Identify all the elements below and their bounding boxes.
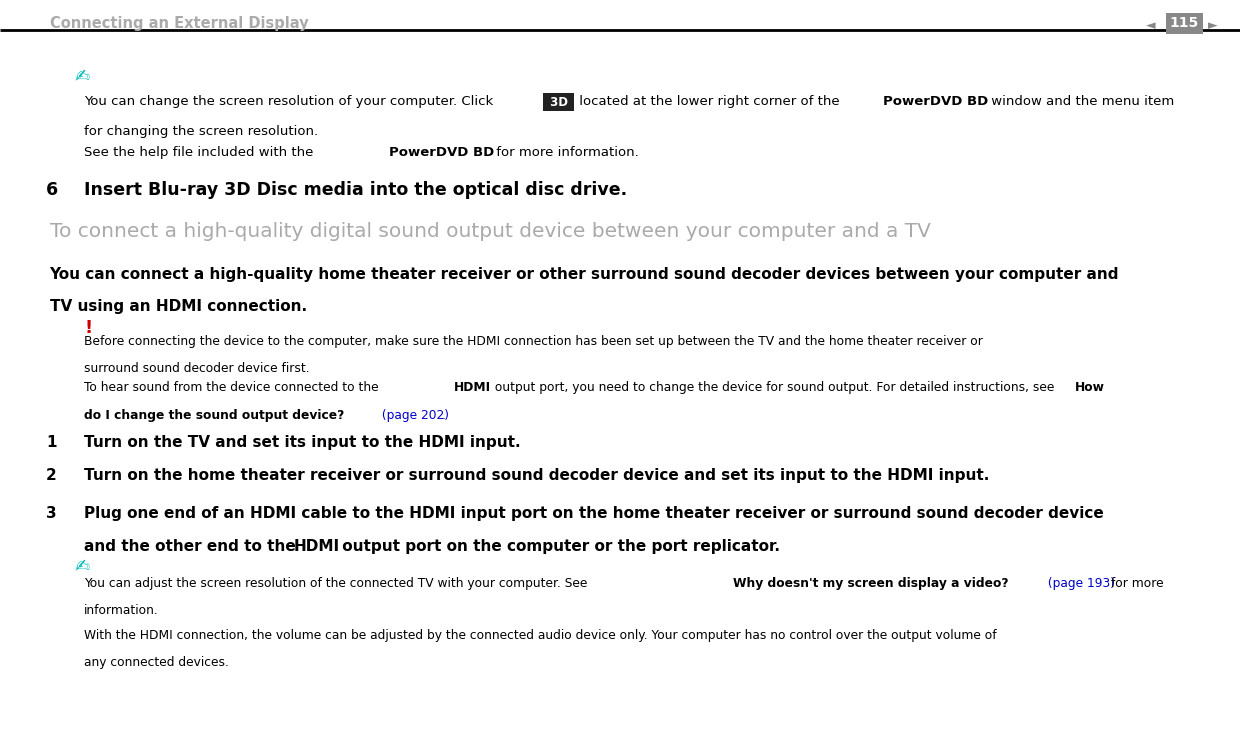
Text: (page 193): (page 193) (1044, 577, 1115, 589)
Text: window and the menu item: window and the menu item (987, 95, 1174, 108)
Text: Connecting an External Display: Connecting an External Display (50, 16, 309, 31)
Text: 2: 2 (46, 468, 57, 483)
Text: How: How (1075, 381, 1105, 394)
Text: ◄: ◄ (1146, 19, 1156, 31)
Text: for more: for more (1107, 577, 1164, 589)
Text: You can change the screen resolution of your computer. Click: You can change the screen resolution of … (84, 95, 497, 108)
Text: With the HDMI connection, the volume can be adjusted by the connected audio devi: With the HDMI connection, the volume can… (84, 629, 997, 642)
Text: Plug one end of an HDMI cable to the HDMI input port on the home theater receive: Plug one end of an HDMI cable to the HDM… (84, 506, 1104, 521)
Text: You can adjust the screen resolution of the connected TV with your computer. See: You can adjust the screen resolution of … (84, 577, 591, 589)
Text: 6: 6 (46, 181, 58, 199)
Text: Insert Blu-ray 3D Disc media into the optical disc drive.: Insert Blu-ray 3D Disc media into the op… (84, 181, 627, 199)
Text: output port on the computer or the port replicator.: output port on the computer or the port … (337, 539, 780, 554)
Text: (page 202): (page 202) (378, 409, 449, 422)
Text: output port, you need to change the device for sound output. For detailed instru: output port, you need to change the devi… (491, 381, 1058, 394)
Text: 1: 1 (46, 435, 56, 450)
Text: for more information.: for more information. (492, 146, 639, 159)
Text: To hear sound from the device connected to the: To hear sound from the device connected … (84, 381, 383, 394)
Text: See the help file included with the: See the help file included with the (84, 146, 317, 159)
Text: PowerDVD BD: PowerDVD BD (883, 95, 988, 108)
Text: ✍: ✍ (74, 557, 89, 575)
Text: Why doesn't my screen display a video?: Why doesn't my screen display a video? (733, 577, 1008, 589)
Text: for changing the screen resolution.: for changing the screen resolution. (84, 125, 319, 138)
Text: information.: information. (84, 604, 159, 616)
Text: any connected devices.: any connected devices. (84, 656, 229, 669)
Text: Before connecting the device to the computer, make sure the HDMI connection has : Before connecting the device to the comp… (84, 335, 983, 347)
Text: and the other end to the: and the other end to the (84, 539, 301, 554)
Text: HDMI: HDMI (454, 381, 491, 394)
Text: !: ! (84, 319, 93, 337)
Text: 3D: 3D (546, 96, 572, 108)
Text: You can connect a high-quality home theater receiver or other surround sound dec: You can connect a high-quality home thea… (50, 267, 1118, 282)
Text: 115: 115 (1169, 16, 1199, 31)
Text: HDMI: HDMI (294, 539, 340, 554)
Text: ✍: ✍ (74, 67, 89, 85)
Text: PowerDVD BD: PowerDVD BD (389, 146, 495, 159)
Text: 3: 3 (46, 506, 57, 521)
Text: Turn on the TV and set its input to the HDMI input.: Turn on the TV and set its input to the … (84, 435, 521, 450)
Text: Turn on the home theater receiver or surround sound decoder device and set its i: Turn on the home theater receiver or sur… (84, 468, 990, 483)
Text: do I change the sound output device?: do I change the sound output device? (84, 409, 345, 422)
Text: located at the lower right corner of the: located at the lower right corner of the (575, 95, 844, 108)
Text: TV using an HDMI connection.: TV using an HDMI connection. (50, 299, 306, 314)
Text: ►: ► (1208, 19, 1218, 31)
Text: To connect a high-quality digital sound output device between your computer and : To connect a high-quality digital sound … (50, 222, 930, 241)
Text: .: . (441, 409, 445, 422)
Text: surround sound decoder device first.: surround sound decoder device first. (84, 362, 310, 374)
